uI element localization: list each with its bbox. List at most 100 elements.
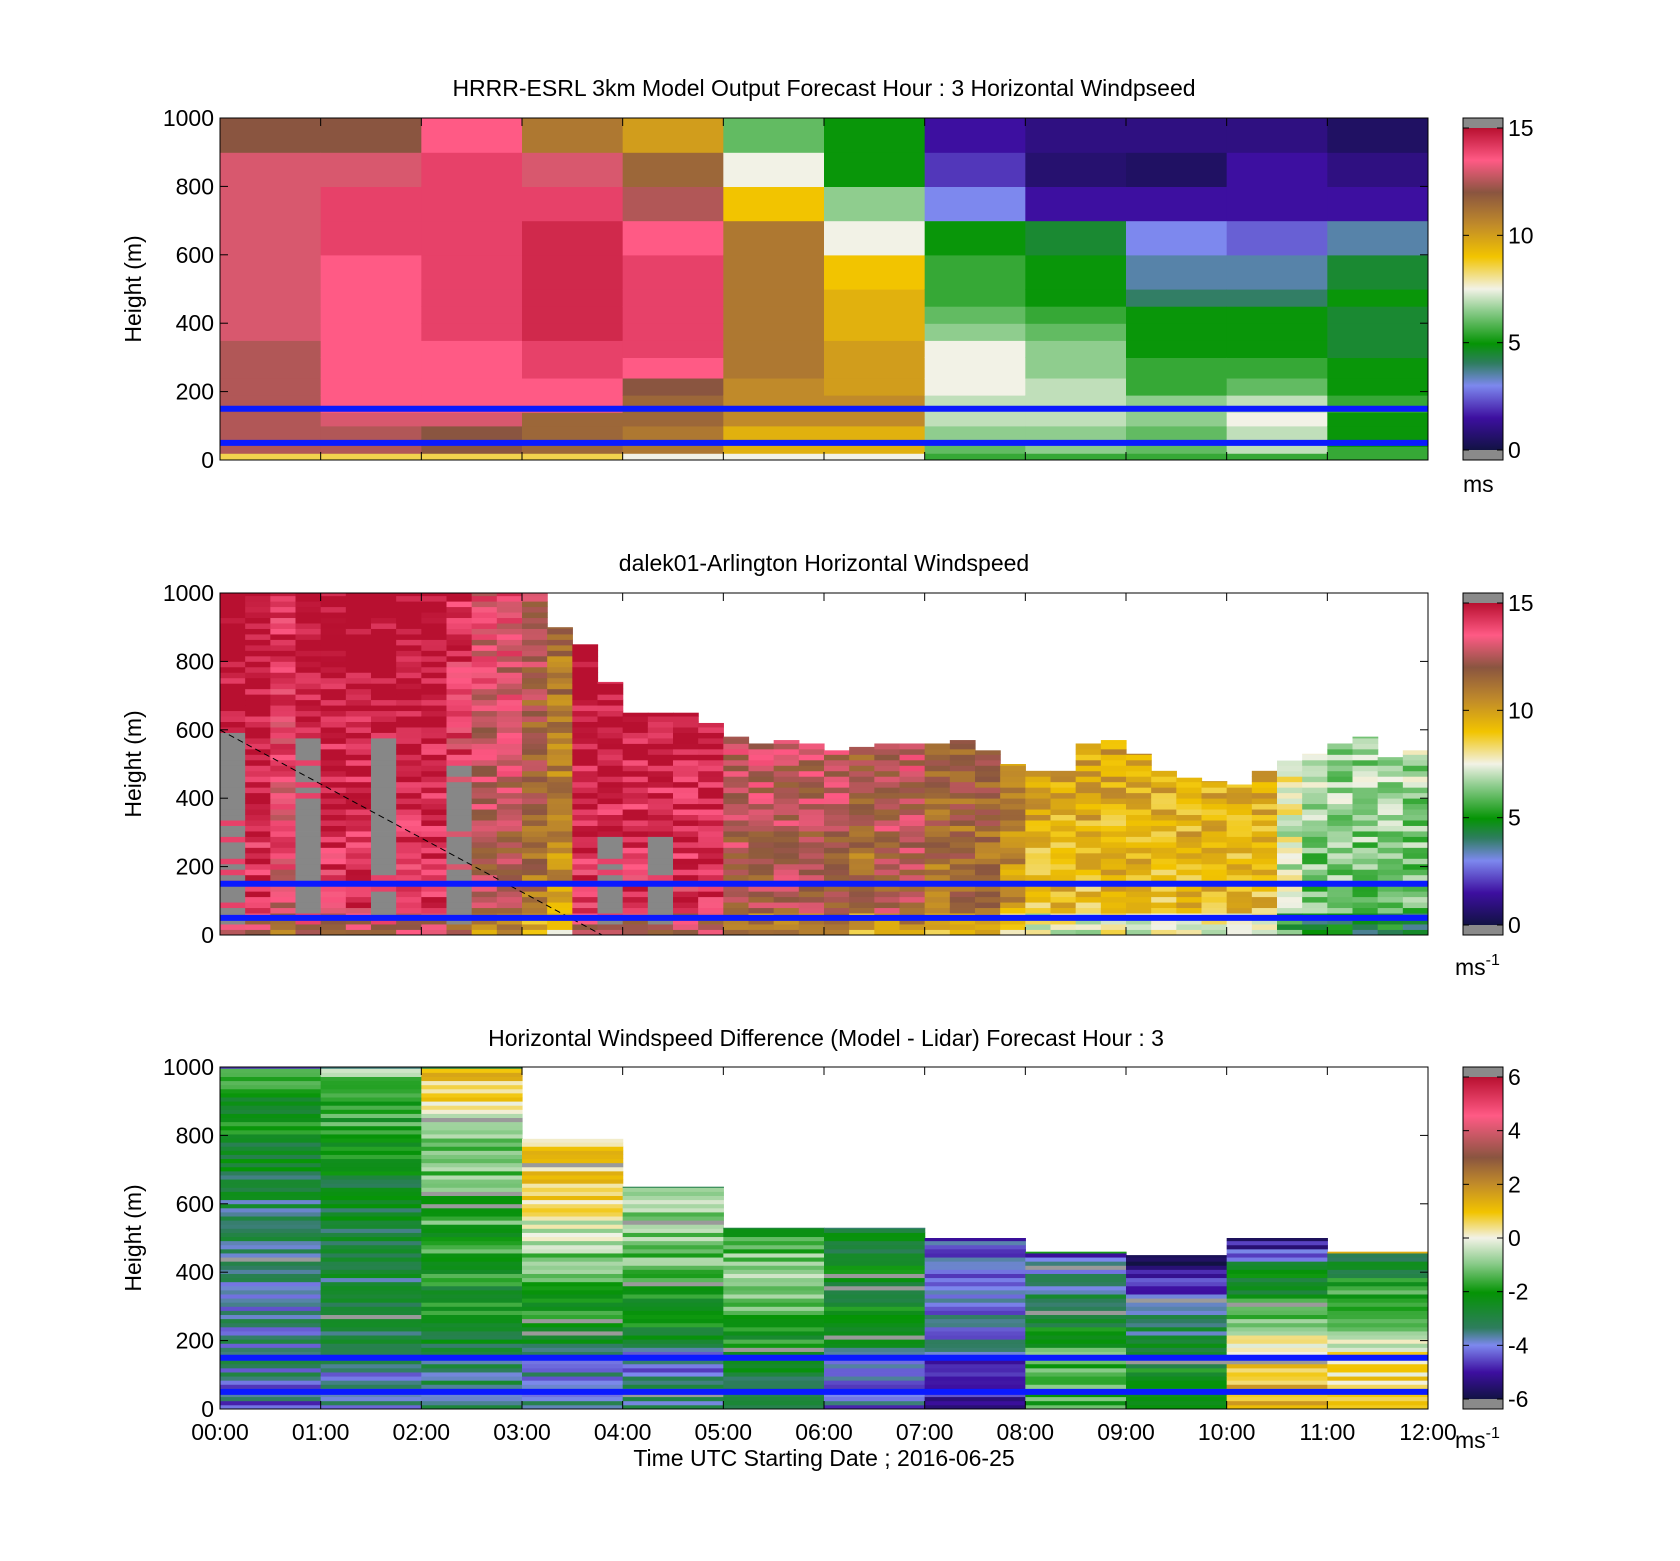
- heatmap-cell: [1075, 924, 1102, 930]
- heatmap-cell: [320, 738, 347, 744]
- panel-model-ylabel: Height (m): [120, 235, 146, 342]
- heatmap-cell: [496, 606, 523, 613]
- panel-difference-title: Horizontal Windspeed Difference (Model -…: [488, 1025, 1164, 1051]
- heatmap-cell: [522, 1331, 624, 1336]
- heatmap-cell: [446, 661, 473, 668]
- heatmap-cell: [345, 798, 372, 805]
- heatmap-cell: [1327, 836, 1354, 843]
- heatmap-cell: [446, 902, 473, 909]
- heatmap-cell: [748, 798, 775, 805]
- heatmap-cell: [1377, 781, 1404, 788]
- heatmap-cell: [1226, 152, 1328, 187]
- heatmap-cell: [1151, 792, 1177, 799]
- heatmap-cell: [1050, 792, 1077, 799]
- heatmap-cell: [1050, 896, 1077, 903]
- heatmap-cell: [1151, 852, 1177, 859]
- heatmap-cell: [320, 595, 347, 602]
- heatmap-cell: [220, 446, 322, 454]
- heatmap-cell: [798, 852, 825, 859]
- heatmap-cell: [547, 891, 573, 898]
- heatmap-cell: [320, 1068, 422, 1073]
- heatmap-cell: [874, 743, 901, 750]
- heatmap-cell: [295, 858, 322, 865]
- heatmap-cell: [874, 792, 901, 799]
- heatmap-cell: [1075, 902, 1102, 909]
- heatmap-cell: [220, 891, 246, 898]
- heatmap-cell: [245, 732, 271, 739]
- heatmap-cell: [220, 1203, 322, 1209]
- heatmap-cell: [1302, 847, 1328, 854]
- heatmap-cell: [1226, 1359, 1328, 1365]
- heatmap-cell: [421, 732, 448, 739]
- heatmap-cell: [1302, 814, 1328, 821]
- heatmap-cell: [371, 672, 397, 679]
- heatmap-cell: [522, 1269, 624, 1274]
- heatmap-cell: [647, 792, 674, 799]
- heatmap-cell: [396, 781, 422, 788]
- heatmap-cell: [1025, 874, 1052, 881]
- heatmap-cell: [1327, 1372, 1428, 1377]
- heatmap-cell: [1126, 803, 1152, 810]
- heatmap-cell: [220, 776, 246, 783]
- heatmap-cell: [924, 1244, 1026, 1250]
- heatmap-cell: [496, 918, 523, 925]
- colorbar-tick-label: -4: [1508, 1332, 1529, 1358]
- y-tick-label: 400: [176, 1259, 214, 1285]
- heatmap-cell: [849, 814, 875, 821]
- heatmap-cell: [1000, 885, 1026, 892]
- heatmap-cell: [320, 831, 347, 837]
- heatmap-cell: [421, 1372, 523, 1377]
- heatmap-cell: [547, 929, 573, 935]
- heatmap-cell: [975, 836, 1001, 843]
- heatmap-cell: [723, 1326, 825, 1332]
- heatmap-cell: [1428, 782, 1454, 788]
- heatmap-cell: [824, 1372, 926, 1377]
- heatmap-cell: [647, 874, 674, 881]
- heatmap-cell: [421, 798, 448, 805]
- heatmap-cell: [622, 1265, 724, 1270]
- heatmap-cell: [975, 869, 1001, 876]
- heatmap-cell: [220, 716, 246, 722]
- heatmap-cell: [295, 907, 322, 914]
- heatmap-cell: [1226, 852, 1253, 859]
- heatmap-cell: [220, 1105, 322, 1110]
- heatmap-cell: [1251, 836, 1278, 843]
- heatmap-cell: [723, 1359, 825, 1365]
- heatmap-cell: [345, 601, 372, 608]
- heatmap-cell: [748, 781, 775, 788]
- colorbar-tick-label: 2: [1508, 1171, 1521, 1197]
- heatmap-cell: [421, 1162, 523, 1168]
- heatmap-cell: [522, 776, 548, 783]
- heatmap-cell: [1226, 1257, 1328, 1262]
- heatmap-cell: [1377, 863, 1404, 870]
- heatmap-cell: [496, 705, 523, 712]
- heatmap-cell: [421, 743, 448, 750]
- heatmap-cell: [270, 666, 297, 673]
- heatmap-cell: [446, 929, 473, 935]
- heatmap-cell: [1151, 869, 1177, 876]
- heatmap-cell: [924, 814, 951, 821]
- heatmap-cell: [220, 754, 246, 761]
- heatmap-cell: [647, 765, 674, 772]
- heatmap-cell: [1226, 1253, 1328, 1258]
- heatmap-cell: [396, 716, 422, 722]
- heatmap-cell: [899, 841, 926, 848]
- heatmap-cell: [1327, 1339, 1428, 1344]
- heatmap-cell: [1050, 929, 1077, 935]
- heatmap-cell: [345, 863, 372, 870]
- heatmap-cell: [421, 1097, 523, 1102]
- heatmap-cell: [1302, 781, 1328, 788]
- heatmap-cell: [1327, 1306, 1428, 1311]
- heatmap-cell: [622, 902, 649, 909]
- heatmap-cell: [446, 655, 473, 662]
- heatmap-cell: [1100, 858, 1127, 865]
- heatmap-cell: [220, 1367, 322, 1373]
- heatmap-cell: [396, 814, 422, 821]
- heatmap-cell: [1025, 453, 1127, 460]
- heatmap-cell: [1377, 852, 1404, 859]
- heatmap-cell: [1327, 357, 1428, 379]
- heatmap-cell: [1226, 918, 1253, 925]
- heatmap-cell: [371, 891, 397, 898]
- heatmap-cell: [522, 1318, 624, 1324]
- heatmap-cell: [421, 683, 448, 690]
